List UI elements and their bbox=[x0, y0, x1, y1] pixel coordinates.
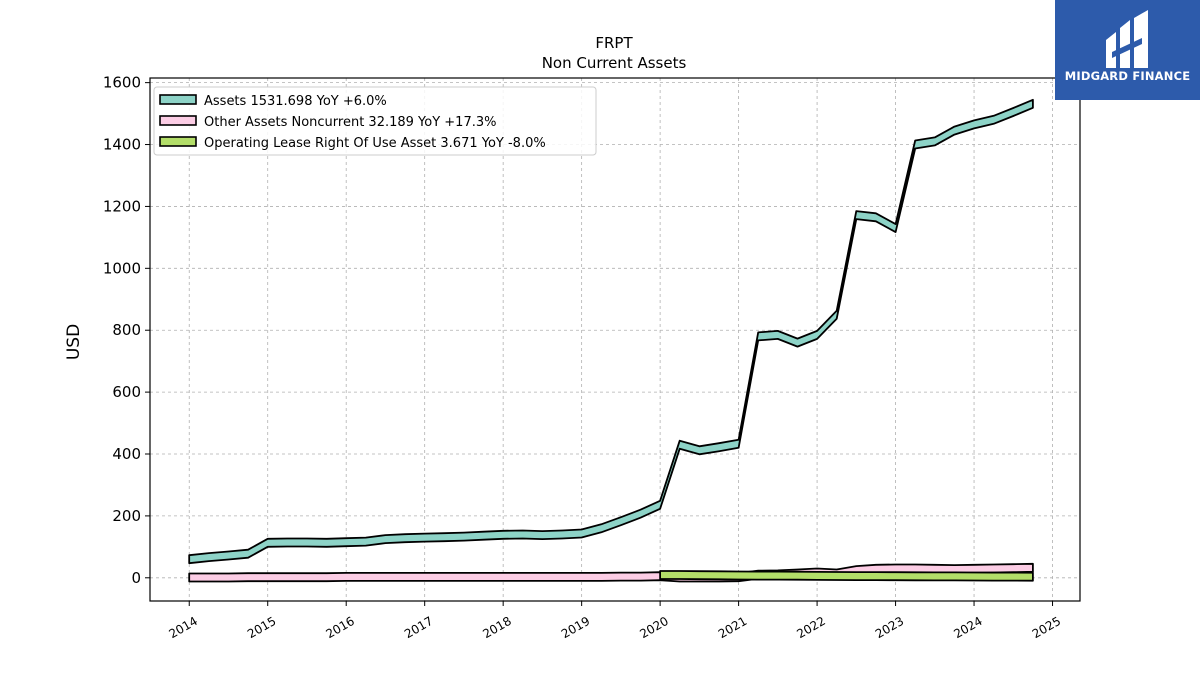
legend-label: Other Assets Noncurrent 32.189 YoY +17.3… bbox=[204, 115, 496, 130]
legend-label: Operating Lease Right Of Use Asset 3.671… bbox=[204, 136, 546, 151]
legend-label: Assets 1531.698 YoY +6.0% bbox=[204, 94, 387, 109]
logo-text: MIDGARD FINANCE bbox=[1064, 69, 1191, 83]
series-band-1 bbox=[188, 562, 1034, 583]
x-tick-label: 2024 bbox=[951, 614, 984, 641]
x-tick-label: 2019 bbox=[559, 614, 592, 641]
midgard-finance-logo: MIDGARD FINANCE bbox=[1055, 0, 1200, 100]
y-tick-label: 200 bbox=[112, 507, 141, 525]
chart-title: FRPT bbox=[595, 34, 633, 52]
x-tick-label: 2023 bbox=[873, 614, 906, 641]
series-area-layer bbox=[188, 98, 1034, 583]
x-tick-label: 2021 bbox=[716, 614, 749, 641]
series-band-0 bbox=[188, 98, 1034, 565]
y-tick-label: 1600 bbox=[103, 74, 141, 92]
axis-ticks: 0 200 400 600 800 1000 1200 1400 1600 2014 2015 201… bbox=[103, 74, 1063, 642]
plot-frame bbox=[149, 77, 1081, 602]
x-tick-label: 2015 bbox=[245, 614, 278, 641]
x-tick-label: 2020 bbox=[637, 614, 670, 641]
y-tick-label: 800 bbox=[112, 321, 141, 339]
legend-swatch bbox=[159, 136, 197, 147]
y-tick-label: 400 bbox=[112, 445, 141, 463]
y-axis-label: USD bbox=[64, 324, 84, 360]
x-tick-label: 2017 bbox=[402, 614, 435, 641]
y-tick-label: 0 bbox=[131, 569, 141, 587]
legend-swatch bbox=[159, 115, 197, 126]
y-tick-label: 1400 bbox=[103, 136, 141, 154]
x-tick-label: 2022 bbox=[794, 614, 827, 641]
legend-box bbox=[153, 86, 597, 156]
chart-subtitle: Non Current Assets bbox=[542, 54, 687, 72]
legend: Assets 1531.698 YoY +6.0% Other Assets No… bbox=[153, 86, 597, 156]
y-tick-label: 1000 bbox=[103, 259, 141, 277]
x-tick-label: 2018 bbox=[480, 614, 513, 641]
x-tick-label: 2016 bbox=[323, 614, 356, 641]
x-tick-label: 2014 bbox=[167, 614, 200, 641]
series-band-2 bbox=[659, 570, 1034, 582]
midgard-logo-icon bbox=[1106, 10, 1148, 68]
y-tick-label: 600 bbox=[112, 383, 141, 401]
legend-swatch bbox=[159, 94, 197, 105]
y-tick-label: 1200 bbox=[103, 197, 141, 215]
x-tick-label: 2025 bbox=[1030, 614, 1063, 641]
